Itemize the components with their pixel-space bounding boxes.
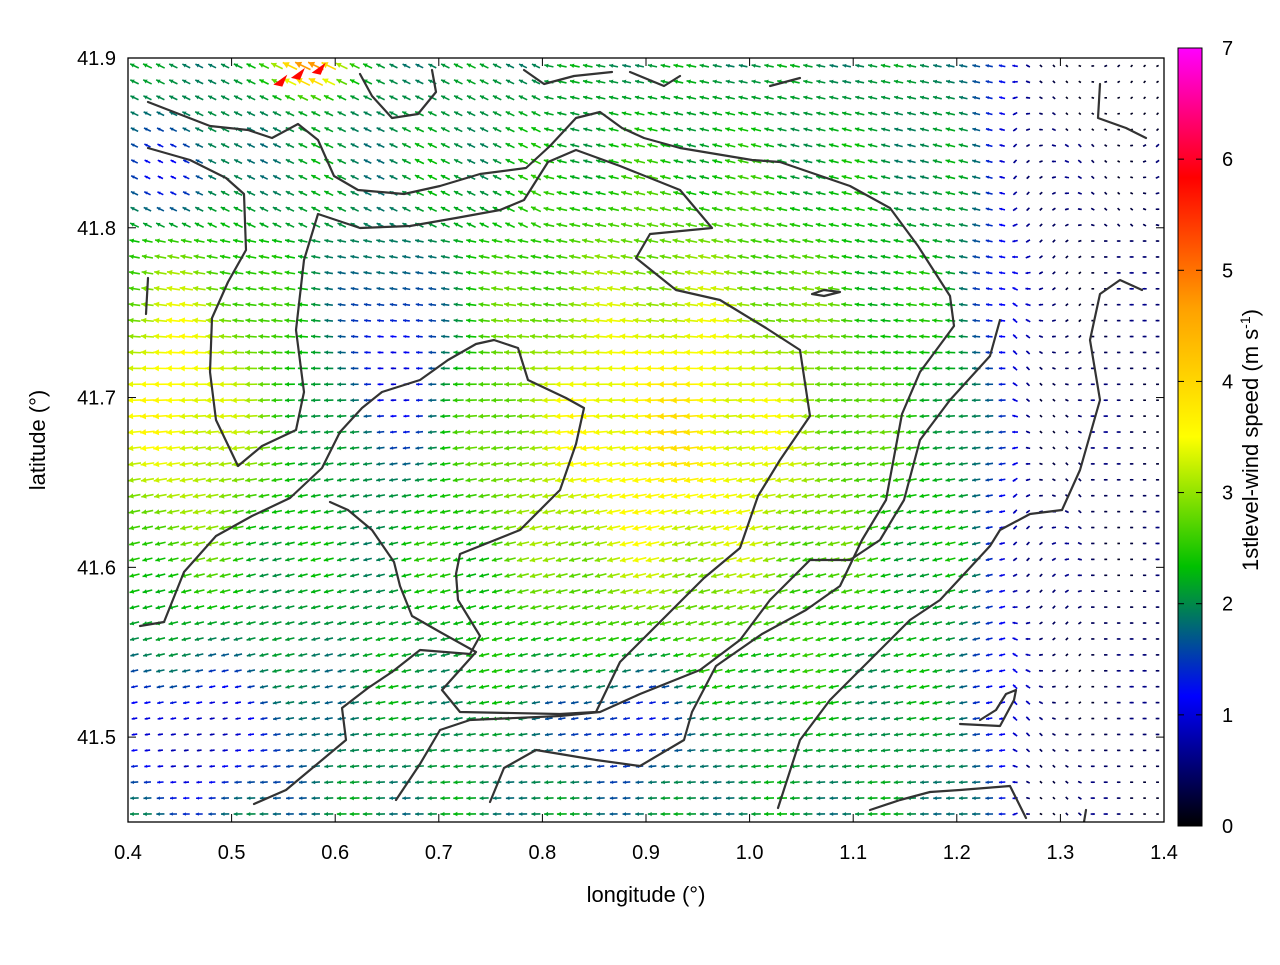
wind-vector-chart: 0.40.50.60.70.80.91.01.11.21.31.4 41.541… <box>0 0 1280 960</box>
